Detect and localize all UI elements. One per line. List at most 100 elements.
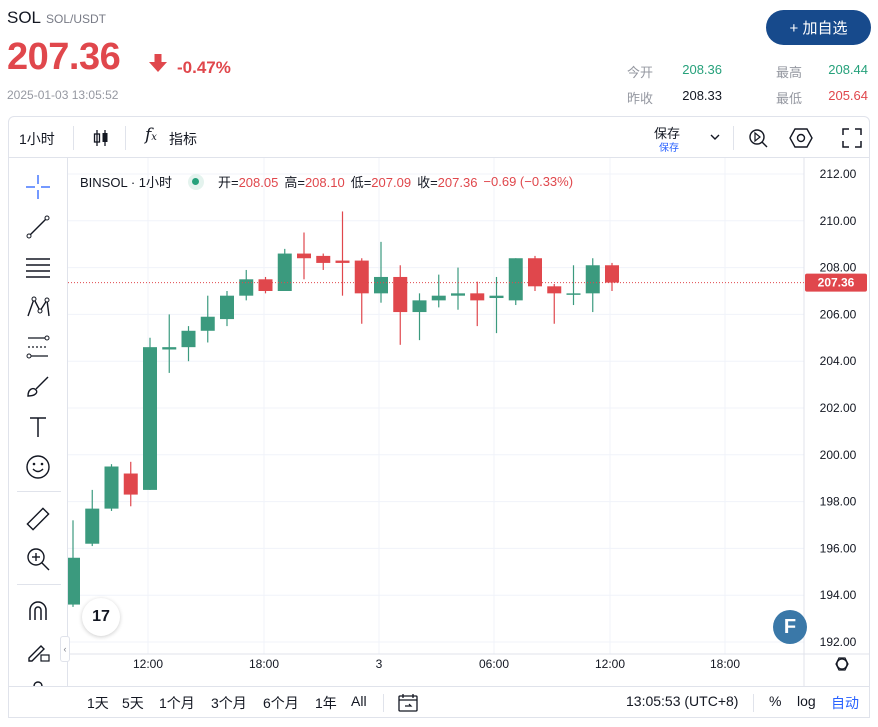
settings-icon[interactable] — [789, 127, 813, 149]
emoji-icon[interactable] — [23, 452, 53, 482]
candle-body — [123, 473, 138, 495]
candle-body — [451, 293, 465, 296]
drawing-toolbar — [8, 158, 68, 718]
candle-body — [162, 347, 177, 350]
candle-body — [335, 260, 350, 263]
candle-body — [200, 316, 215, 331]
candle-body — [354, 260, 369, 294]
stat-prevclose-label: 昨收 — [627, 91, 654, 106]
x-tick-label: 3 — [376, 657, 383, 671]
stat-open-label: 今开 — [627, 65, 654, 80]
legend-high: 208.10 — [304, 175, 345, 190]
lock-drawing-icon[interactable] — [23, 636, 53, 666]
chart-area[interactable]: 212.00 210.00 208.00 206.00 204.00 202.00 200.… — [66, 158, 870, 686]
candle-body — [258, 279, 273, 291]
y-tick-label: 212.00 — [820, 167, 857, 181]
candle-body — [528, 258, 542, 287]
down-arrow-icon — [149, 54, 167, 72]
save-sub-label: 保存 — [659, 143, 679, 154]
indicators-button[interactable]: 指标 — [169, 131, 197, 147]
text-tool-icon[interactable] — [23, 412, 53, 442]
y-tick-label: 194.00 — [820, 588, 857, 602]
zoom-in-icon[interactable] — [23, 544, 53, 574]
legend-change: −0.69 (−0.33%) — [483, 174, 574, 189]
tradingview-logo-icon[interactable]: 17 — [82, 598, 120, 636]
log-toggle[interactable]: log — [797, 693, 816, 709]
magnet-icon[interactable] — [23, 596, 53, 626]
last-price-label: 207.36 — [818, 276, 855, 290]
y-tick-label: 210.00 — [820, 214, 857, 228]
candle-body — [239, 279, 254, 296]
stat-low-label: 最低 — [776, 91, 803, 106]
save-button[interactable]: 保存 — [654, 126, 681, 141]
percent-toggle[interactable]: % — [769, 693, 782, 709]
range-1y[interactable]: 1年 — [315, 695, 337, 711]
y-tick-label: 204.00 — [820, 354, 857, 368]
range-5d[interactable]: 5天 — [122, 695, 144, 711]
candle-body — [277, 253, 292, 291]
legend-open: 208.05 — [238, 175, 279, 190]
fx-icon[interactable]: fx — [145, 125, 157, 145]
y-tick-label: 196.00 — [820, 541, 857, 555]
candle-body — [605, 265, 619, 283]
range-1m[interactable]: 1个月 — [159, 695, 195, 711]
candle-body — [393, 276, 408, 313]
forecast-icon[interactable] — [23, 332, 53, 362]
candle-body — [585, 265, 600, 294]
axis-settings-icon[interactable] — [836, 658, 848, 670]
range-3m[interactable]: 3个月 — [211, 695, 247, 711]
legend-close: 207.36 — [437, 175, 478, 190]
chevron-down-icon[interactable] — [709, 132, 721, 142]
y-tick-label: 206.00 — [820, 307, 857, 321]
stat-low-value: 205.64 — [828, 88, 868, 103]
stat-high-value: 208.44 — [828, 62, 868, 77]
last-price-badge — [805, 273, 867, 292]
legend-symbol: BINSOL · 1小时 — [80, 175, 172, 190]
x-tick-label: 12:00 — [133, 657, 163, 671]
trendline-icon[interactable] — [23, 212, 53, 242]
candle-body — [104, 466, 119, 509]
replay-icon[interactable] — [747, 127, 769, 149]
timestamp: 2025-01-03 13:05:52 — [7, 88, 119, 102]
fullscreen-icon[interactable] — [841, 127, 863, 149]
utc-clock[interactable]: 13:05:53 (UTC+8) — [626, 693, 739, 709]
candle-body — [431, 295, 446, 301]
bottom-bar: 1天 5天 1个月 3个月 6个月 1年 All 13:05:53 (UTC+8… — [8, 686, 870, 718]
range-6m[interactable]: 6个月 — [263, 695, 299, 711]
pattern-icon[interactable] — [23, 292, 53, 322]
stat-prevclose-value: 208.33 — [682, 88, 722, 103]
range-1d[interactable]: 1天 — [87, 695, 109, 711]
candle-body — [220, 295, 234, 320]
f-logo-icon: F — [773, 610, 807, 644]
ruler-icon[interactable] — [23, 504, 53, 534]
last-price: 207.36 — [7, 36, 121, 78]
candle-body — [508, 258, 523, 301]
add-watchlist-button[interactable]: + 加自选 — [766, 10, 871, 45]
range-all[interactable]: All — [351, 693, 367, 709]
stat-open-value: 208.36 — [682, 62, 722, 77]
crosshair-icon[interactable] — [23, 172, 53, 202]
candlestick-chart[interactable]: 212.00 210.00 208.00 206.00 204.00 202.00 200.… — [66, 158, 870, 686]
y-tick-label: 200.00 — [820, 448, 857, 462]
candle-body — [181, 330, 196, 348]
x-tick-label: 18:00 — [249, 657, 279, 671]
candle-type-icon[interactable] — [91, 128, 111, 148]
candle-body — [412, 300, 427, 313]
y-tick-label: 208.00 — [820, 261, 857, 275]
candle-body — [316, 255, 331, 263]
candle-body — [470, 293, 485, 301]
candle-body — [374, 276, 388, 294]
interval-selector[interactable]: 1小时 — [19, 131, 55, 147]
date-range-icon[interactable] — [397, 692, 419, 714]
auto-toggle[interactable]: 自动 — [831, 695, 859, 711]
axis-settings-icon-outline — [835, 657, 849, 671]
symbol-name: SOL — [7, 8, 42, 27]
candle-body — [85, 508, 100, 544]
horizontal-lines-icon[interactable] — [23, 252, 53, 282]
collapse-toolbar-icon[interactable]: ‹ — [60, 636, 70, 662]
candle-body — [566, 293, 581, 295]
y-tick-label: 198.00 — [820, 495, 857, 509]
candle-body — [66, 557, 80, 605]
brush-icon[interactable] — [23, 372, 53, 402]
candle-body — [547, 286, 562, 294]
